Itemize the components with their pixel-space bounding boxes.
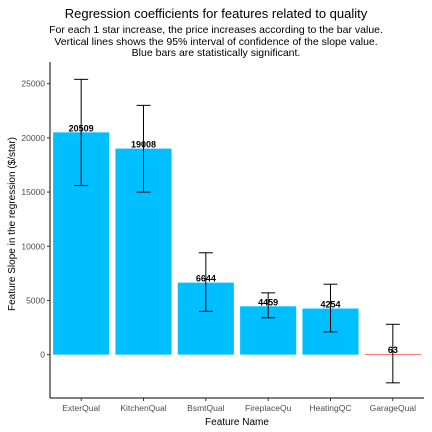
x-tick-label-ExterQual: ExterQual bbox=[62, 403, 100, 413]
x-tick-label-GarageQual: GarageQual bbox=[370, 403, 416, 413]
y-tick-label: 0 bbox=[40, 350, 45, 360]
y-tick-label: 25000 bbox=[21, 79, 45, 89]
value-label-BsmtQual: 6644 bbox=[196, 274, 216, 284]
y-tick-label: 20000 bbox=[21, 133, 45, 143]
x-tick-label-KitchenQual: KitchenQual bbox=[120, 403, 166, 413]
value-label-FireplaceQu: 4459 bbox=[258, 297, 278, 307]
value-label-HeatingQC: 4254 bbox=[320, 300, 340, 310]
x-tick-label-BsmtQual: BsmtQual bbox=[187, 403, 224, 413]
y-axis-title: Feature Slope in the regression ($/star) bbox=[7, 137, 18, 311]
value-label-GarageQual: 63 bbox=[388, 345, 398, 355]
x-tick-label-FireplaceQu: FireplaceQu bbox=[245, 403, 292, 413]
x-axis-title: Feature Name bbox=[205, 417, 269, 428]
y-tick-label: 10000 bbox=[21, 241, 45, 251]
value-label-KitchenQual: 19008 bbox=[131, 140, 156, 150]
value-label-ExterQual: 20509 bbox=[69, 123, 94, 133]
y-tick-label: 5000 bbox=[26, 295, 45, 305]
x-tick-label-HeatingQC: HeatingQC bbox=[309, 403, 351, 413]
y-tick-label: 15000 bbox=[21, 187, 45, 197]
